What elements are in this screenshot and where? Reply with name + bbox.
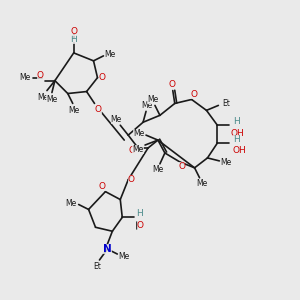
Text: Me: Me — [46, 95, 58, 104]
Text: OH: OH — [230, 129, 244, 138]
Text: Me: Me — [133, 145, 144, 154]
Text: H: H — [70, 34, 77, 43]
Text: O: O — [99, 73, 106, 82]
Text: N: N — [103, 244, 112, 254]
Text: Me: Me — [65, 199, 76, 208]
Text: Et: Et — [94, 262, 101, 272]
Text: Me: Me — [221, 158, 232, 167]
Text: O: O — [128, 175, 135, 184]
Text: Me: Me — [38, 93, 49, 102]
Text: Me: Me — [118, 251, 130, 260]
Text: Me: Me — [147, 95, 159, 104]
Text: O: O — [136, 221, 144, 230]
Text: O: O — [37, 71, 44, 80]
Text: O: O — [190, 90, 197, 99]
Text: O: O — [129, 146, 136, 155]
Text: H: H — [233, 117, 240, 126]
Text: H: H — [136, 209, 142, 218]
Text: O: O — [168, 80, 175, 89]
Text: Me: Me — [68, 106, 79, 115]
Text: O: O — [70, 27, 77, 36]
Text: Me: Me — [141, 101, 153, 110]
Text: Et: Et — [222, 99, 230, 108]
Text: O: O — [99, 182, 106, 191]
Text: Me: Me — [152, 165, 164, 174]
Text: Me: Me — [134, 129, 145, 138]
Text: Me: Me — [20, 73, 31, 82]
Text: OH: OH — [232, 146, 246, 155]
Text: Me: Me — [196, 179, 207, 188]
Text: Me: Me — [105, 50, 116, 59]
Text: H: H — [233, 135, 240, 144]
Text: O: O — [95, 105, 102, 114]
Text: O: O — [178, 162, 185, 171]
Text: Me: Me — [111, 115, 122, 124]
